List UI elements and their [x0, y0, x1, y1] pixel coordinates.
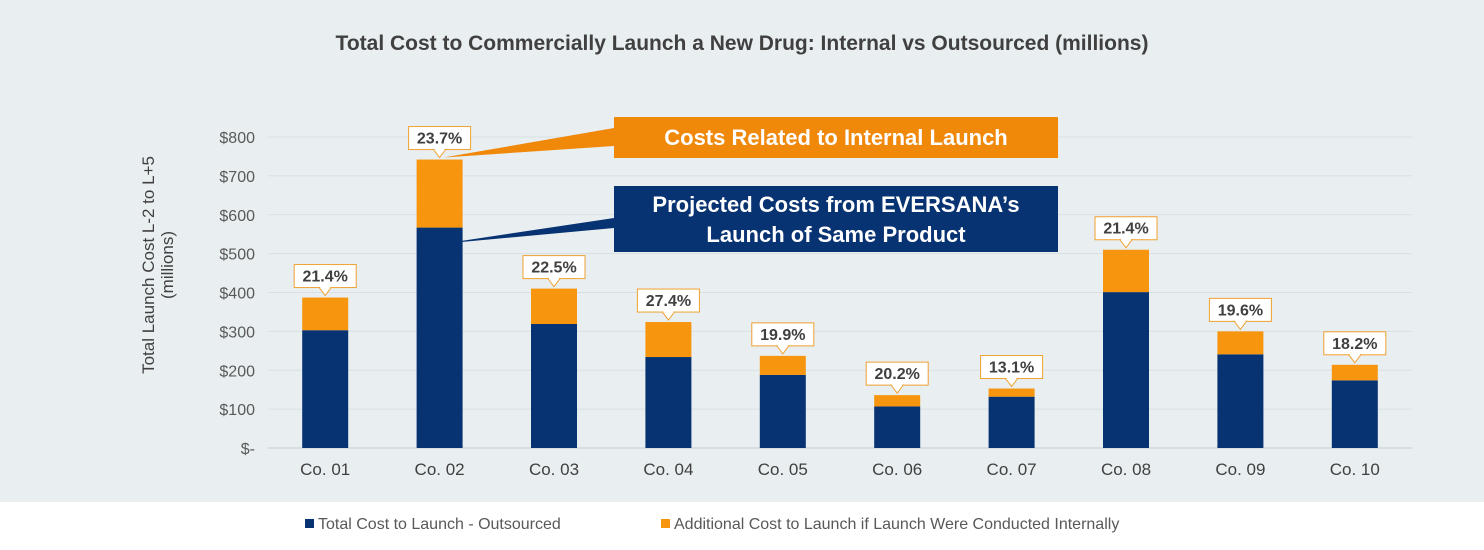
bar-outsourced — [531, 323, 577, 448]
bar-outsourced — [1103, 292, 1149, 448]
bar-internal-additional — [645, 322, 692, 358]
y-axis-label: Total Launch Cost L-2 to L+5 (millions) — [139, 156, 177, 374]
data-label: 19.6% — [1218, 302, 1263, 319]
bar-internal-additional — [759, 355, 806, 375]
x-tick-label: Co. 02 — [415, 460, 465, 479]
data-label-pointer — [1233, 320, 1248, 331]
callout-eversana-line-2: Launch of Same Product — [706, 222, 966, 247]
bar-internal-additional — [1331, 364, 1378, 381]
data-label-pointer — [318, 287, 333, 297]
bar-internal-additional — [531, 288, 577, 324]
bar-outsourced — [416, 227, 463, 448]
data-label: 18.2% — [1332, 336, 1377, 353]
data-label: 27.4% — [646, 293, 691, 310]
data-label: 20.2% — [875, 366, 920, 383]
x-tick-label: Co. 08 — [1101, 460, 1151, 479]
bar-outsourced — [302, 330, 349, 448]
y-tick-label: $400 — [219, 286, 255, 303]
connector-internal — [443, 128, 614, 158]
x-axis-ticks: Co. 01 Co. 02 Co. 03 Co. 04 Co. 05 Co. 06 Co. … — [300, 460, 1380, 479]
y-tick-label: $300 — [219, 324, 255, 341]
bar-internal-additional — [874, 395, 921, 407]
data-label-pointer — [547, 278, 561, 288]
bar-outsourced — [1331, 380, 1378, 448]
bar-outsourced — [988, 396, 1035, 448]
data-label-pointer — [775, 345, 790, 355]
bar-internal-additional — [988, 388, 1035, 397]
data-label-pointer — [1004, 378, 1019, 388]
data-label-pointer — [661, 311, 676, 321]
bar-outsourced — [1217, 354, 1264, 448]
y-tick-label: $500 — [219, 247, 255, 264]
y-tick-label: $700 — [219, 169, 255, 186]
x-tick-label: Co. 04 — [643, 460, 693, 479]
bar-internal-additional — [1103, 249, 1149, 293]
callout-internal-costs: Costs Related to Internal Launch — [614, 117, 1058, 158]
y-tick-label: $200 — [219, 363, 255, 380]
bar-outsourced — [874, 406, 921, 448]
data-label: 22.5% — [531, 260, 576, 277]
y-axis-label-line-2: (millions) — [158, 231, 177, 299]
x-tick-label: Co. 10 — [1330, 460, 1380, 479]
y-tick-label: $600 — [219, 208, 255, 225]
data-label-pointer — [432, 149, 447, 159]
bar-internal-additional — [416, 159, 463, 228]
data-label: 21.4% — [1103, 221, 1148, 238]
legend-swatch-outsourced — [305, 519, 314, 528]
legend-swatch-internal — [661, 519, 670, 528]
x-tick-label: Co. 07 — [987, 460, 1037, 479]
bar-outsourced — [759, 374, 806, 448]
data-label-pointer — [1347, 354, 1362, 364]
y-axis-label-line-1: Total Launch Cost L-2 to L+5 — [139, 156, 158, 374]
data-label: 19.9% — [760, 327, 805, 344]
data-labels: 21.4% 23.7% 22.5% 27.4% 19.9% 20.2% 13.1% 21.4%… — [293, 126, 1387, 394]
bar-internal-additional — [1217, 331, 1264, 355]
data-label-pointer — [1119, 239, 1133, 249]
x-tick-label: Co. 03 — [529, 460, 579, 479]
connector-outsourced — [443, 218, 614, 244]
callout-eversana-costs: Projected Costs from EVERSANA’s Launch o… — [614, 186, 1058, 252]
legend-label-internal: Additional Cost to Launch if Launch Were… — [674, 516, 1120, 533]
data-label-pointer — [890, 384, 905, 394]
x-tick-label: Co. 05 — [758, 460, 808, 479]
callout-eversana-line-1: Projected Costs from EVERSANA’s — [652, 192, 1020, 217]
y-axis-ticks: $- $100 $200 $300 $400 $500 $600 $700 $800 — [219, 130, 255, 458]
data-label: 13.1% — [989, 360, 1034, 377]
x-tick-label: Co. 06 — [872, 460, 922, 479]
x-tick-label: Co. 09 — [1215, 460, 1265, 479]
chart-title: Total Cost to Commercially Launch a New … — [335, 32, 1149, 55]
bar-outsourced — [645, 357, 692, 448]
legend-item-internal: Additional Cost to Launch if Launch Were… — [661, 516, 1119, 534]
callout-connectors — [443, 128, 614, 244]
x-tick-label: Co. 01 — [300, 460, 350, 479]
data-label: 21.4% — [303, 269, 348, 286]
legend-item-outsourced: Total Cost to Launch - Outsourced — [305, 516, 561, 534]
bar-internal-additional — [302, 297, 349, 331]
y-tick-label: $100 — [219, 402, 255, 419]
legend-label-outsourced: Total Cost to Launch - Outsourced — [318, 516, 561, 533]
data-label: 23.7% — [417, 131, 462, 148]
y-tick-label: $- — [241, 441, 255, 458]
bars — [302, 159, 1378, 448]
y-tick-label: $800 — [219, 130, 255, 147]
